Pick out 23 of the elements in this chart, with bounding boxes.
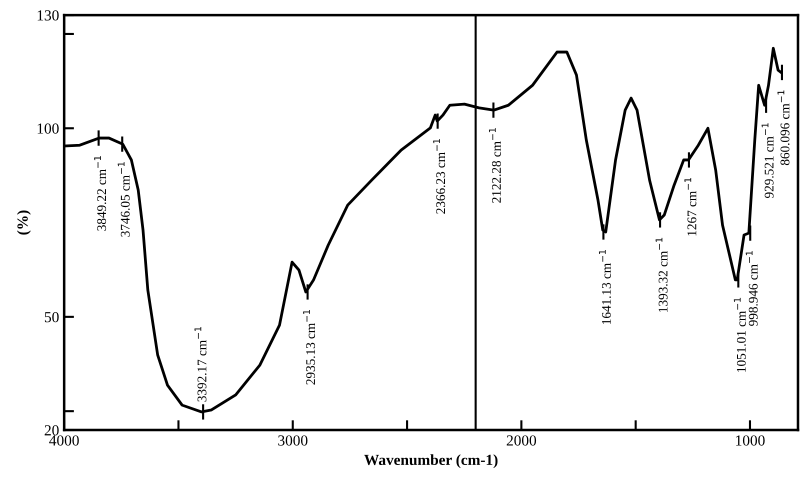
annotation: 1393.32 cm$^{−1}$ <box>656 238 668 312</box>
annotation: 1641.13 cm$^{−1}$ <box>598 250 611 324</box>
y-tick-label: 20 <box>44 425 59 436</box>
annotation: 1051.01 cm$^{−1}$ <box>734 298 746 372</box>
y-tick-label: 50 <box>44 312 59 322</box>
annotation: 2366.23 cm$^{−1}$ <box>433 139 446 214</box>
annotation: 2935.13 cm$^{−1}$ <box>303 310 316 385</box>
annotation: 1267 cm$^{−1}$ <box>684 178 696 236</box>
x-tick-label: 2000 <box>506 435 536 446</box>
x-tick-label: 4000 <box>49 435 79 446</box>
annotation: 2122.28 cm$^{−1}$ <box>488 128 501 203</box>
x-axis-title: Wavenumber (cm-1) <box>364 454 498 468</box>
y-tick-label: 130 <box>38 10 59 21</box>
annotation: 860.096 cm$^{−1}$ <box>778 90 790 166</box>
x-tick-label: 1000 <box>736 435 765 446</box>
y-axis-title: (%) <box>16 210 31 235</box>
x-tick-label: 3000 <box>278 435 308 446</box>
annotation: 3746.05 cm$^{−1}$ <box>118 162 130 237</box>
annotation: 929.521 cm$^{−1}$ <box>762 123 774 198</box>
annotation: 3392.17 cm$^{−1}$ <box>194 327 206 402</box>
y-tick-label: 100 <box>38 123 59 134</box>
annotation: 998.946 cm$^{−1}$ <box>746 251 758 326</box>
annotation: 3849.22 cm$^{−1}$ <box>94 156 106 231</box>
